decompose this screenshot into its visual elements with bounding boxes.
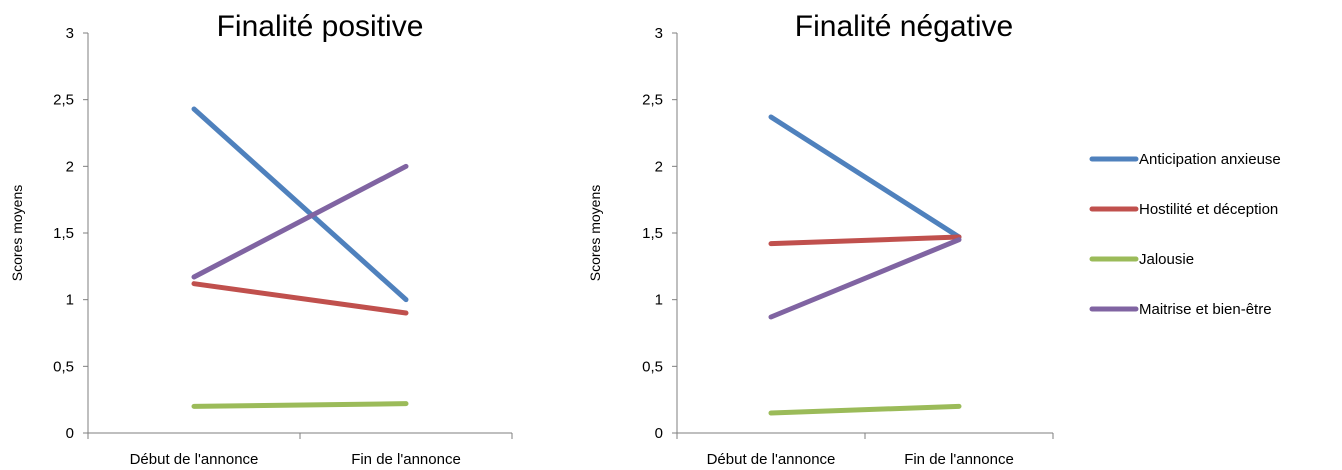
legend-label: Jalousie [1139,251,1194,268]
chart-title: Finalité négative [795,10,1013,43]
legend-label: Hostilité et déception [1139,201,1278,218]
x-tick-label: Fin de l'annonce [904,451,1014,468]
series-line-4 [768,237,962,320]
legend-label: Maitrise et bien-être [1139,301,1272,318]
series-line-2 [768,234,962,247]
series-line-4 [191,163,409,280]
y-axis-title: Scores moyens [9,185,25,281]
legend-item: Maitrise et bien-être [1089,301,1272,318]
y-axis-title: Scores moyens [587,185,603,281]
x-tick-label: Fin de l'annonce [351,451,461,468]
y-tick-label: 1,5 [642,225,663,242]
y-tick-label: 2 [66,158,74,175]
y-tick-label: 0,5 [53,358,74,375]
series-line-3 [768,403,962,416]
y-tick-label: 3 [655,25,663,42]
chart-1: Finalité positive 0 0,5 1 1,5 2 2,5 3 Début de l… [9,10,513,468]
y-tick-label: 1 [66,292,74,309]
legend-item: Jalousie [1089,251,1194,268]
legend-item: Hostilité et déception [1089,201,1278,218]
series-line-2 [191,281,409,316]
legend-label: Anticipation anxieuse [1139,151,1281,168]
series-line-3 [191,401,409,409]
series-line-1 [768,114,962,240]
x-tick-label: Début de l'annonce [707,451,836,468]
y-tick-label: 0,5 [642,358,663,375]
legend: Anticipation anxieuse Hostilité et décept… [1089,151,1281,318]
y-tick-label: 2 [655,158,663,175]
y-tick-label: 0 [655,425,663,442]
y-tick-label: 1,5 [53,225,74,242]
chart-2: Finalité négative 0 0,5 1 1,5 2 2,5 3 Début de l… [587,10,1054,468]
legend-item: Anticipation anxieuse [1089,151,1281,168]
y-tick-label: 2,5 [642,92,663,109]
y-tick-label: 0 [66,425,74,442]
y-tick-label: 1 [655,292,663,309]
charts-layer: Finalité positive 0 0,5 1 1,5 2 2,5 3 Début de l… [9,10,1054,468]
series-line-1 [191,106,409,303]
y-tick-label: 3 [66,25,74,42]
chart-title: Finalité positive [217,10,424,43]
y-tick-label: 2,5 [53,92,74,109]
x-tick-label: Début de l'annonce [130,451,259,468]
